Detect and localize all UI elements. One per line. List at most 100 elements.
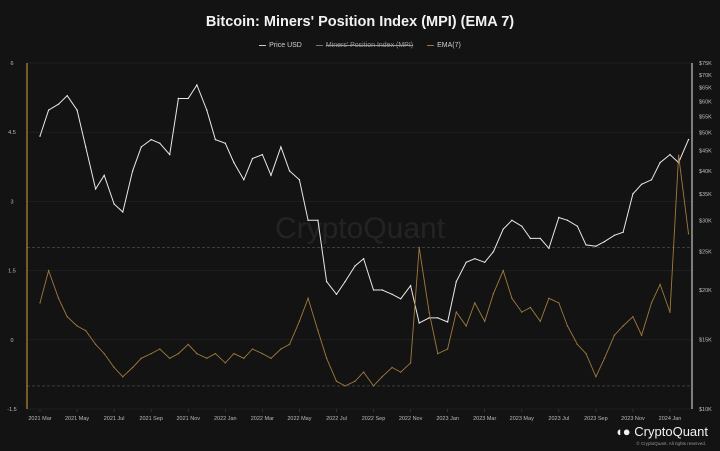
price-point <box>177 97 180 100</box>
mpi-ema-point <box>251 348 254 350</box>
price-point <box>474 257 476 260</box>
price-point <box>603 240 606 243</box>
mpi-ema-point <box>47 269 50 272</box>
x-tick-label: 2023 May <box>510 416 534 422</box>
mpi-ema-point <box>325 357 328 359</box>
x-tick-label: 2022 Jan <box>214 416 237 422</box>
mpi-ema-point <box>307 297 309 299</box>
mpi-ema-point <box>85 329 87 332</box>
logo-text: CryptoQuant <box>634 424 708 439</box>
price-point <box>502 228 504 230</box>
price-point <box>521 225 523 227</box>
mpi-ema-point <box>484 320 486 323</box>
mpi-ema-point <box>632 316 634 318</box>
price-point <box>428 317 430 319</box>
y-right-tick-label: $55K <box>699 114 712 120</box>
price-point <box>159 142 161 144</box>
mpi-ema-point <box>280 348 282 350</box>
x-tick-label: 2021 May <box>65 416 89 422</box>
legend-ema[interactable]: EMA(7) <box>427 42 461 49</box>
mpi-ema-point <box>214 352 217 355</box>
y-right-tick-label: $65K <box>699 86 712 92</box>
mpi-ema-point <box>372 385 375 387</box>
price-point <box>595 245 597 247</box>
price-point <box>558 216 560 219</box>
price-point <box>103 174 105 176</box>
y-left-tick-label: -1.5 <box>7 407 16 413</box>
x-tick-label: 2021 Jul <box>104 416 125 422</box>
mpi-ema-point <box>585 352 587 355</box>
price-point <box>640 183 643 186</box>
price-point <box>632 193 634 195</box>
price-point <box>566 219 569 222</box>
price-point <box>362 257 365 260</box>
chart-title: Bitcoin: Miners' Position Index (MPI) (E… <box>205 14 515 30</box>
mpi-ema-point <box>131 366 134 369</box>
mpi-ema-point <box>362 371 365 373</box>
logo-icon: ◖● <box>614 424 631 439</box>
mpi-ema-point <box>122 376 124 378</box>
y-right-tick-label: $70K <box>699 73 712 79</box>
mpi-ema-point <box>566 325 569 327</box>
price-point <box>687 138 690 141</box>
legend-price[interactable]: Price USD <box>259 42 302 49</box>
mpi-ema-point <box>381 376 383 378</box>
x-tick-label: 2023 Sep <box>584 416 608 422</box>
x-tick-label: 2022 May <box>287 416 311 422</box>
mpi-ema-point <box>511 297 513 299</box>
y-right-tick-label: $60K <box>699 99 712 105</box>
y-left-tick-label: 1.5 <box>8 269 16 275</box>
price-point <box>224 142 226 144</box>
y-right-tick-label: $50K <box>699 131 712 137</box>
mpi-ema-point <box>428 311 430 313</box>
legend-mpi[interactable]: Miners' Position Index (MPI) <box>315 42 413 49</box>
mpi-ema-point <box>677 154 680 156</box>
mpi-ema-point <box>650 302 653 304</box>
legend-swatch-mpi <box>315 44 323 46</box>
y-right-tick-label: $25K <box>699 250 712 256</box>
price-point <box>344 280 346 283</box>
mpi-ema-point <box>558 302 560 304</box>
mpi-ema-point <box>548 297 550 299</box>
price-point <box>400 298 402 300</box>
mpi-ema-point <box>177 352 180 355</box>
mpi-ema-point <box>261 352 264 355</box>
y-right-tick-label: $40K <box>699 169 712 175</box>
mpi-ema-point <box>603 357 606 359</box>
price-point <box>280 146 282 148</box>
price-point <box>511 219 513 222</box>
price-point <box>576 225 579 227</box>
mpi-ema-point <box>465 325 467 327</box>
price-point <box>585 244 587 246</box>
price-point <box>539 237 541 240</box>
price-point <box>613 234 616 236</box>
mpi-ema-point <box>529 306 532 309</box>
price-point <box>57 103 60 105</box>
x-tick-label: 2021 Sep <box>139 416 163 422</box>
price-point <box>66 94 68 97</box>
price-point <box>261 153 264 156</box>
mpi-ema-point <box>455 311 457 313</box>
mpi-ema-point <box>576 343 579 346</box>
x-tick-label: 2021 Mar <box>28 416 51 422</box>
mpi-ema-point <box>159 348 161 350</box>
price-point <box>94 188 97 190</box>
price-point <box>391 293 393 296</box>
y-right-tick-label: $35K <box>699 192 712 198</box>
y-right-tick-label: $75K <box>699 61 712 67</box>
price-point <box>548 247 550 249</box>
y-right-tick-label: $30K <box>699 218 712 224</box>
y-right-tick-label: $45K <box>699 149 712 155</box>
mpi-ema-point <box>595 376 597 378</box>
legend-label: Price USD <box>269 42 302 49</box>
mpi-ema-point <box>539 320 541 323</box>
x-tick-label: 2023 Nov <box>621 416 645 422</box>
mpi-ema-point <box>437 352 439 355</box>
y-right-tick-label: $20K <box>699 288 712 294</box>
price-point <box>669 153 671 156</box>
price-point <box>381 289 383 291</box>
price-point <box>622 231 624 233</box>
price-point <box>76 109 78 111</box>
mpi-ema-point <box>492 292 495 295</box>
mpi-ema-point <box>140 357 142 359</box>
